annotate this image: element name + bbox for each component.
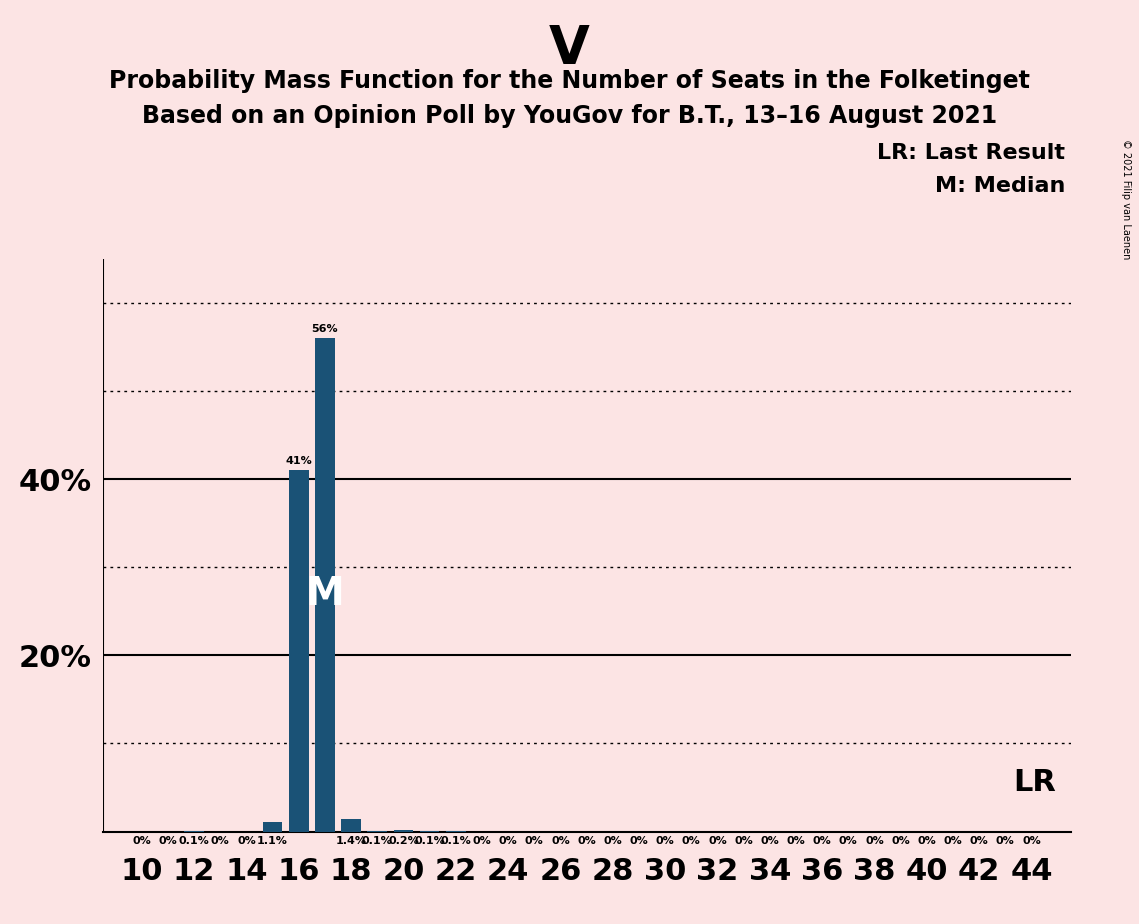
Text: M: M xyxy=(305,575,344,613)
Text: 0%: 0% xyxy=(1022,836,1041,846)
Text: 0%: 0% xyxy=(865,836,884,846)
Bar xyxy=(394,830,413,832)
Bar xyxy=(263,822,282,832)
Text: 0%: 0% xyxy=(838,836,858,846)
Text: 0%: 0% xyxy=(813,836,831,846)
Text: 0%: 0% xyxy=(656,836,674,846)
Text: 0%: 0% xyxy=(499,836,517,846)
Text: 0%: 0% xyxy=(995,836,1015,846)
Text: © 2021 Filip van Laenen: © 2021 Filip van Laenen xyxy=(1121,139,1131,259)
Text: 0%: 0% xyxy=(525,836,543,846)
Bar xyxy=(342,820,361,832)
Text: 1.1%: 1.1% xyxy=(257,836,288,846)
Text: 0%: 0% xyxy=(158,836,178,846)
Text: 0%: 0% xyxy=(969,836,989,846)
Text: 1.4%: 1.4% xyxy=(336,836,367,846)
Text: 0%: 0% xyxy=(211,836,230,846)
Text: 0%: 0% xyxy=(917,836,936,846)
Text: 0%: 0% xyxy=(787,836,805,846)
Text: 0%: 0% xyxy=(891,836,910,846)
Bar xyxy=(289,470,309,832)
Text: 0%: 0% xyxy=(630,836,648,846)
Text: Probability Mass Function for the Number of Seats in the Folketinget: Probability Mass Function for the Number… xyxy=(109,69,1030,93)
Text: 0%: 0% xyxy=(604,836,622,846)
Text: 0%: 0% xyxy=(551,836,570,846)
Text: LR: Last Result: LR: Last Result xyxy=(877,143,1065,164)
Text: 0%: 0% xyxy=(577,836,596,846)
Text: V: V xyxy=(549,23,590,75)
Text: 0%: 0% xyxy=(237,836,256,846)
Text: 0%: 0% xyxy=(682,836,700,846)
Text: LR: LR xyxy=(1014,768,1056,797)
Text: 0.1%: 0.1% xyxy=(179,836,210,846)
Bar xyxy=(316,338,335,832)
Text: 0%: 0% xyxy=(132,836,151,846)
Text: 0.2%: 0.2% xyxy=(388,836,419,846)
Text: 41%: 41% xyxy=(286,456,312,466)
Text: 0%: 0% xyxy=(735,836,753,846)
Text: 0.1%: 0.1% xyxy=(362,836,393,846)
Text: 0.1%: 0.1% xyxy=(441,836,472,846)
Text: 0.1%: 0.1% xyxy=(415,836,445,846)
Text: M: Median: M: Median xyxy=(935,176,1065,196)
Text: 0%: 0% xyxy=(761,836,779,846)
Text: 0%: 0% xyxy=(708,836,727,846)
Text: 0%: 0% xyxy=(473,836,491,846)
Text: 0%: 0% xyxy=(943,836,962,846)
Text: Based on an Opinion Poll by YouGov for B.T., 13–16 August 2021: Based on an Opinion Poll by YouGov for B… xyxy=(142,104,997,128)
Text: 56%: 56% xyxy=(312,323,338,334)
